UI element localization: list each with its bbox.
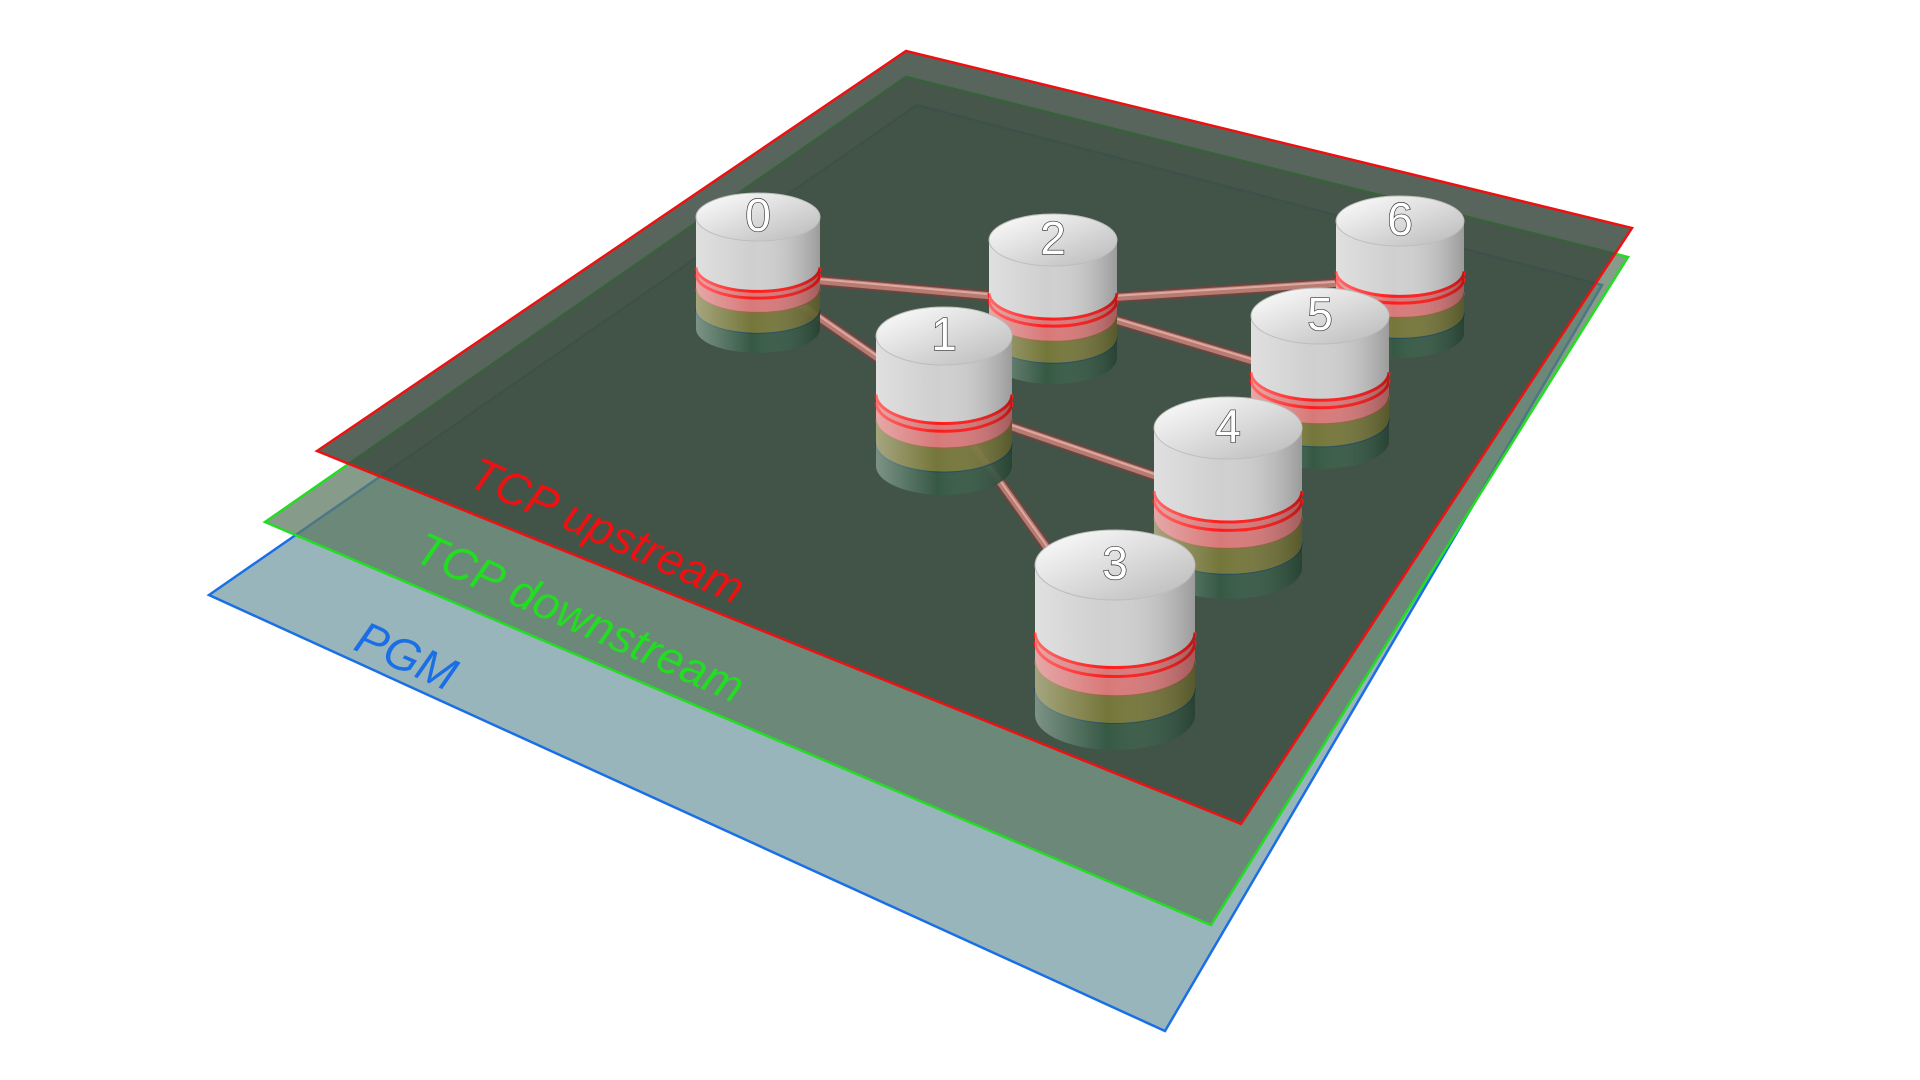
node-1: 1 <box>874 306 1014 495</box>
node-6-top <box>1335 195 1465 247</box>
node-3-label: 3 <box>1102 537 1128 589</box>
node-3-top <box>1034 529 1196 601</box>
node-1-top <box>875 306 1013 366</box>
node-3: 3 <box>1033 529 1197 750</box>
node-2: 2 <box>987 211 1119 384</box>
node-2-top <box>988 213 1118 267</box>
node-4: 4 <box>1152 396 1304 599</box>
node-2-label: 2 <box>1040 212 1066 264</box>
node-4-label: 4 <box>1215 400 1241 452</box>
node-5-top <box>1250 287 1390 345</box>
node-5-label: 5 <box>1307 288 1333 340</box>
node-4-top <box>1153 396 1303 460</box>
node-0-top <box>695 192 821 242</box>
nodes-layer: 0 6 2 5 1 4 3 <box>694 188 1466 750</box>
node-0: 0 <box>694 188 822 353</box>
node-1-label: 1 <box>931 308 957 360</box>
node-6-label: 6 <box>1387 193 1413 245</box>
node-0-label: 0 <box>745 189 771 241</box>
